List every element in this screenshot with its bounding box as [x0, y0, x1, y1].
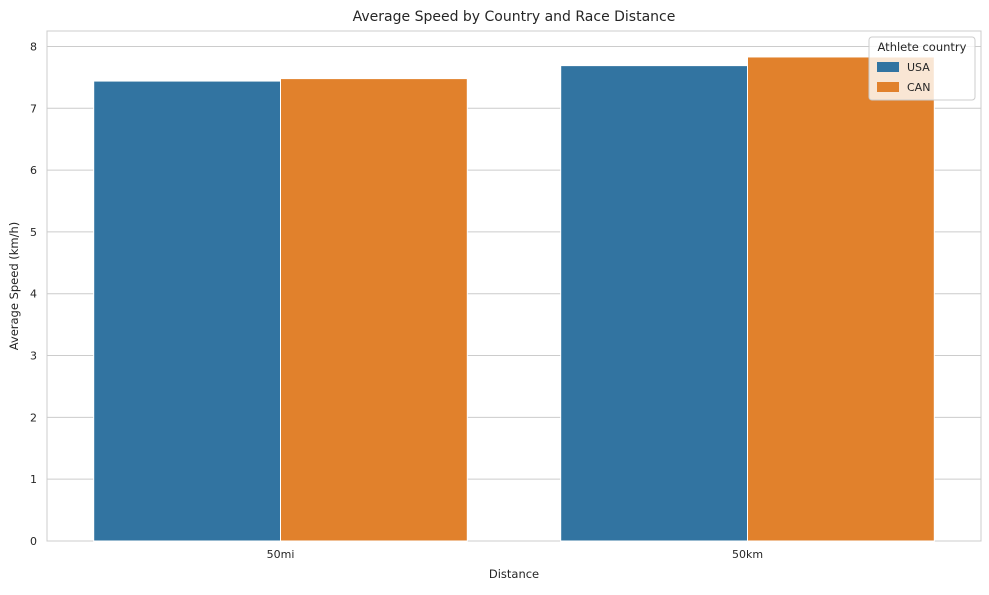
y-tick-label: 3	[30, 350, 37, 363]
legend-swatch-can	[877, 82, 899, 92]
y-tick-label: 7	[30, 102, 37, 115]
y-tick-label: 6	[30, 164, 37, 177]
legend-label-can: CAN	[907, 81, 930, 94]
chart-title: Average Speed by Country and Race Distan…	[353, 9, 676, 25]
x-axis-ticks: 50mi 50km	[267, 548, 763, 561]
bar-usa-50mi	[93, 80, 281, 542]
legend-title: Athlete country	[878, 40, 967, 54]
y-tick-label: 4	[30, 288, 37, 301]
bars	[93, 56, 935, 542]
y-tick-label: 0	[30, 535, 37, 548]
y-tick-label: 2	[30, 411, 37, 424]
bar-can-50mi	[280, 78, 468, 542]
y-axis-label: Average Speed (km/h)	[7, 222, 21, 351]
y-tick-label: 1	[30, 473, 37, 486]
y-tick-label: 8	[30, 40, 37, 53]
bar-can-50km	[747, 56, 935, 542]
legend: Athlete country USA CAN	[868, 36, 976, 101]
x-tick-label: 50mi	[267, 548, 295, 561]
plot-area-frame	[46, 30, 982, 542]
legend-items: USA CAN	[877, 61, 930, 94]
legend-swatch-usa	[877, 62, 899, 72]
y-tick-label: 5	[30, 226, 37, 239]
bar-usa-50km	[560, 65, 749, 542]
x-axis-label: Distance	[489, 567, 539, 581]
legend-label-usa: USA	[907, 61, 930, 74]
y-axis-ticks: 0 1 2 3 4 5 6 7 8	[30, 40, 37, 548]
x-tick-label: 50km	[732, 548, 763, 561]
